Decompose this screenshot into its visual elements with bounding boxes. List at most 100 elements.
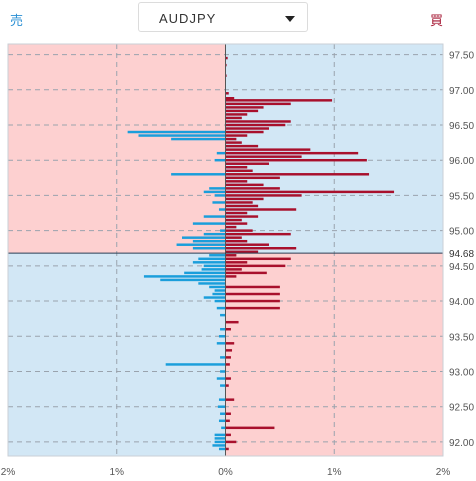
y-tick-label: 92.00 bbox=[449, 438, 474, 449]
buy-bar bbox=[225, 398, 235, 401]
sell-bar bbox=[209, 285, 226, 289]
buy-bar bbox=[225, 130, 264, 134]
sell-bar bbox=[212, 201, 226, 204]
sell-bar bbox=[176, 243, 226, 246]
sell-bar bbox=[214, 440, 226, 444]
buy-bar bbox=[225, 120, 291, 123]
sell-bar bbox=[216, 306, 226, 310]
x-tick-label: 0% bbox=[218, 467, 233, 478]
buy-bar bbox=[225, 137, 237, 141]
buy-bar bbox=[225, 292, 280, 296]
buy-bar bbox=[225, 204, 259, 208]
sell-bar bbox=[192, 261, 226, 264]
buy-bar bbox=[225, 109, 259, 113]
sell-bar bbox=[220, 313, 226, 317]
sell-bar bbox=[203, 264, 226, 268]
buy-bar bbox=[225, 99, 333, 102]
y-tick-label: 95.50 bbox=[449, 191, 474, 202]
buy-bar bbox=[225, 275, 237, 278]
buy-bar bbox=[225, 342, 235, 345]
buy-bar bbox=[225, 254, 237, 257]
buy-bar bbox=[225, 257, 291, 261]
buy-bar bbox=[225, 102, 291, 106]
buy-bar bbox=[225, 320, 239, 324]
sell-bar bbox=[220, 384, 226, 387]
sell-bar bbox=[182, 236, 226, 239]
sell-side-label: 売 bbox=[10, 13, 24, 28]
sell-bar bbox=[209, 254, 226, 257]
buy-bar bbox=[225, 190, 395, 194]
x-tick-label: 2% bbox=[436, 467, 451, 478]
buy-bar bbox=[225, 162, 269, 165]
buy-side-label: 買 bbox=[430, 13, 444, 28]
sell-bar bbox=[138, 134, 226, 137]
buy-bar bbox=[225, 180, 248, 183]
currency-pair-value: AUDJPY bbox=[159, 11, 217, 26]
y-tick-label: 97.00 bbox=[449, 86, 474, 97]
sell-bar bbox=[143, 275, 226, 278]
sell-bar bbox=[198, 257, 226, 261]
sell-bar bbox=[216, 342, 226, 345]
buy-bar bbox=[225, 247, 297, 250]
sell-bar bbox=[203, 215, 226, 218]
y-tick-label: 96.00 bbox=[449, 156, 474, 167]
buy-bar bbox=[225, 327, 231, 331]
buy-bar bbox=[225, 285, 280, 289]
sell-bar bbox=[218, 335, 226, 338]
buy-bar bbox=[225, 148, 311, 151]
buy-bar bbox=[225, 232, 291, 236]
buy-bar bbox=[225, 412, 231, 415]
sell-bar bbox=[160, 278, 226, 282]
y-tick-label: 93.50 bbox=[449, 332, 474, 343]
sell-bar bbox=[220, 229, 226, 232]
current-price-label: 94.68 bbox=[449, 249, 474, 260]
buy-bar bbox=[225, 384, 229, 387]
buy-bar bbox=[225, 236, 242, 239]
sell-bar bbox=[184, 271, 226, 275]
sell-bar bbox=[212, 444, 226, 447]
y-tick-label: 96.50 bbox=[449, 121, 474, 132]
buy-bar bbox=[225, 306, 280, 310]
buy-bar bbox=[225, 261, 248, 264]
buy-bar bbox=[225, 173, 370, 176]
buy-bar bbox=[225, 123, 286, 127]
buy-bar bbox=[225, 176, 280, 180]
buy-bar bbox=[225, 419, 230, 423]
buy-bar bbox=[225, 356, 231, 359]
buy-bar bbox=[225, 222, 248, 225]
x-tick-label: 2% bbox=[1, 467, 16, 478]
buy-bar bbox=[225, 264, 286, 268]
sell-bar bbox=[216, 377, 226, 380]
currency-pair-select[interactable]: AUDJPY bbox=[138, 2, 308, 32]
sell-bar bbox=[203, 190, 226, 194]
buy-bar bbox=[225, 141, 242, 144]
sell-bar bbox=[218, 447, 226, 451]
buy-bar bbox=[225, 127, 269, 130]
buy-bar bbox=[225, 166, 248, 169]
sell-bar bbox=[218, 208, 226, 211]
buy-bar bbox=[225, 243, 269, 246]
buy-bar bbox=[225, 271, 267, 275]
sell-bar bbox=[212, 292, 226, 296]
sell-bar bbox=[203, 296, 226, 299]
x-tick-label: 1% bbox=[327, 467, 342, 478]
sell-bar bbox=[216, 151, 226, 155]
sell-bar bbox=[214, 437, 226, 440]
sell-bar bbox=[127, 130, 226, 134]
buy-bar bbox=[225, 183, 264, 187]
sell-bar bbox=[198, 282, 226, 285]
buy-bar bbox=[225, 187, 280, 190]
buy-bar bbox=[225, 363, 230, 366]
sell-bar bbox=[214, 299, 226, 303]
buy-bar bbox=[225, 225, 237, 229]
buy-bar bbox=[225, 426, 275, 430]
y-tick-label: 95.00 bbox=[449, 227, 474, 238]
buy-bar bbox=[225, 63, 227, 67]
sell-bar bbox=[192, 247, 226, 250]
sell-bar bbox=[214, 433, 226, 437]
y-tick-label: 93.00 bbox=[449, 367, 474, 378]
sell-bar bbox=[192, 239, 226, 243]
buy-bar bbox=[225, 299, 280, 303]
sell-bar bbox=[209, 187, 226, 190]
